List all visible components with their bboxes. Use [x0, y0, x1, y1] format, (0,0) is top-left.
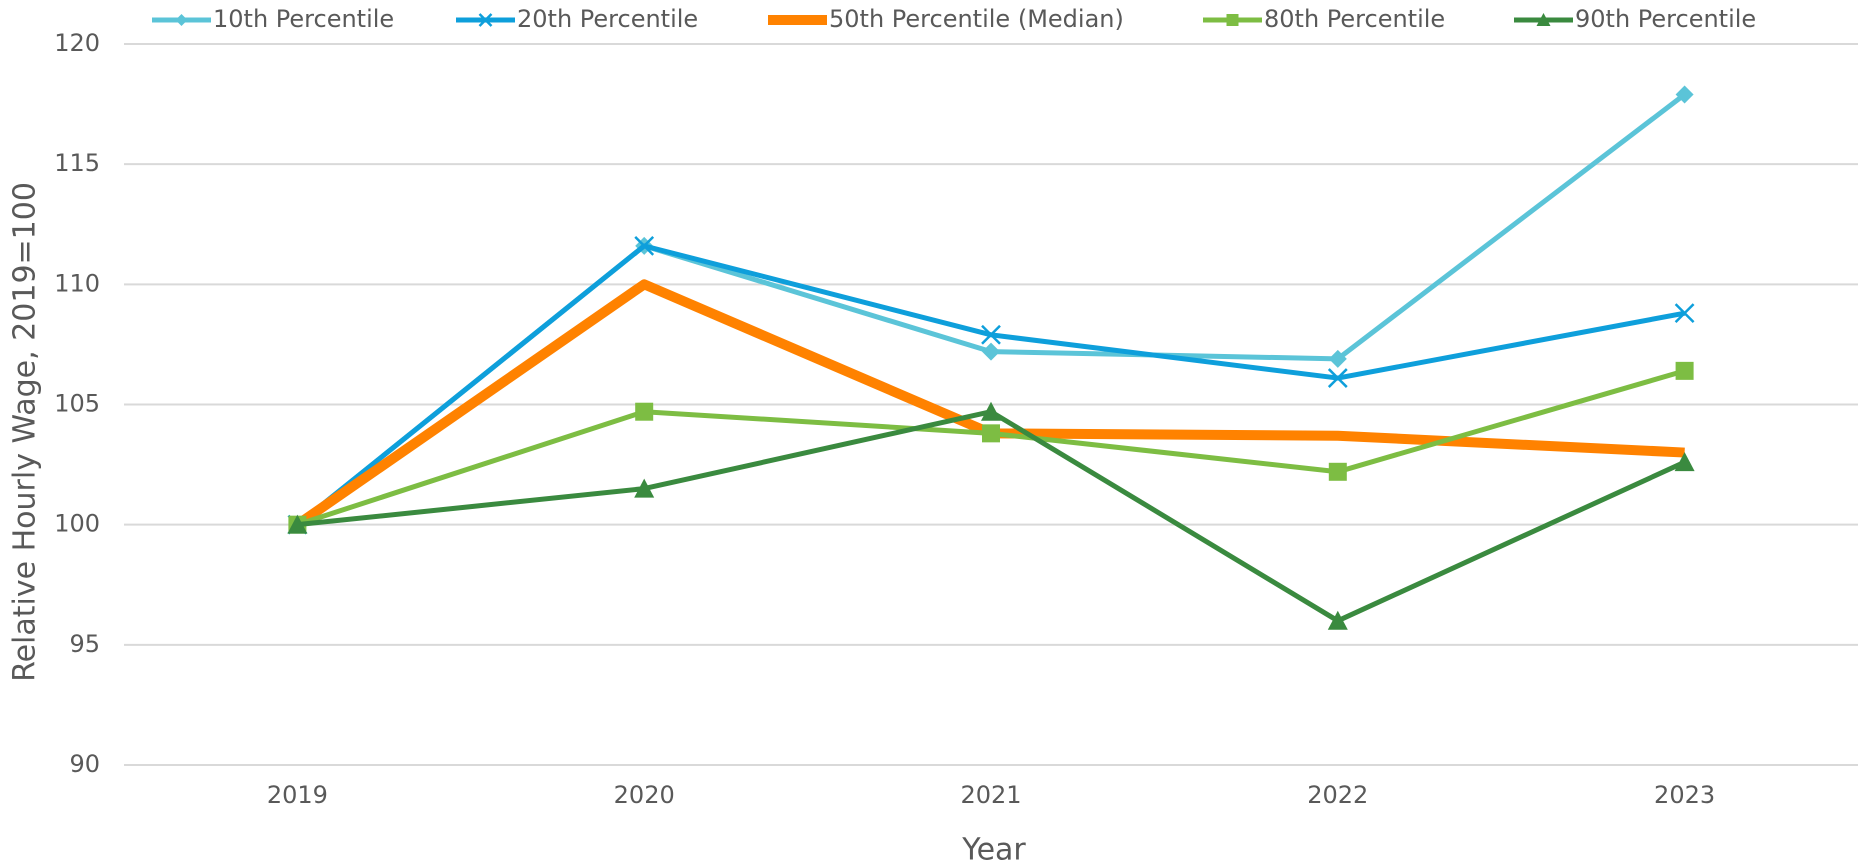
y-tick-label: 120 — [54, 29, 100, 57]
marker — [1328, 462, 1347, 481]
marker — [1536, 13, 1551, 26]
marker — [1327, 368, 1348, 388]
y-axis-title: Relative Hourly Wage, 2019=100 — [8, 182, 43, 682]
marker — [634, 478, 655, 498]
marker — [287, 514, 308, 534]
legend-label: 10th Percentile — [213, 5, 394, 33]
x-tick-label: 2021 — [960, 781, 1021, 809]
marker — [1226, 14, 1239, 26]
marker — [981, 401, 1001, 421]
marker — [1675, 85, 1694, 104]
marker — [634, 235, 655, 256]
y-tick-label: 105 — [54, 390, 100, 418]
legend-label: 50th Percentile (Median) — [829, 5, 1124, 33]
y-tick-label: 115 — [54, 149, 100, 177]
marker — [635, 402, 654, 421]
marker — [982, 424, 1000, 443]
legend-label: 80th Percentile — [1264, 5, 1445, 33]
marker — [478, 13, 493, 27]
series-line — [295, 92, 1687, 527]
legend-label: 20th Percentile — [517, 5, 698, 33]
marker — [1328, 349, 1347, 368]
x-tick-label: 2022 — [1307, 781, 1368, 809]
x-tick-label: 2023 — [1654, 781, 1715, 809]
x-tick-label: 2019 — [267, 781, 328, 809]
x-axis-title: Year — [961, 833, 1026, 867]
y-tick-label: 95 — [69, 630, 100, 658]
y-tick-label: 110 — [54, 269, 100, 297]
y-tick-label: 90 — [69, 750, 100, 778]
marker — [1675, 361, 1694, 380]
y-tick-label: 100 — [54, 510, 100, 538]
marker — [1674, 303, 1695, 324]
marker — [982, 342, 1000, 361]
marker — [1674, 452, 1695, 472]
x-tick-label: 2020 — [614, 781, 675, 809]
marker — [1327, 610, 1348, 630]
legend-label: 90th Percentile — [1575, 5, 1756, 33]
marker — [175, 14, 188, 26]
marker — [981, 324, 1001, 345]
